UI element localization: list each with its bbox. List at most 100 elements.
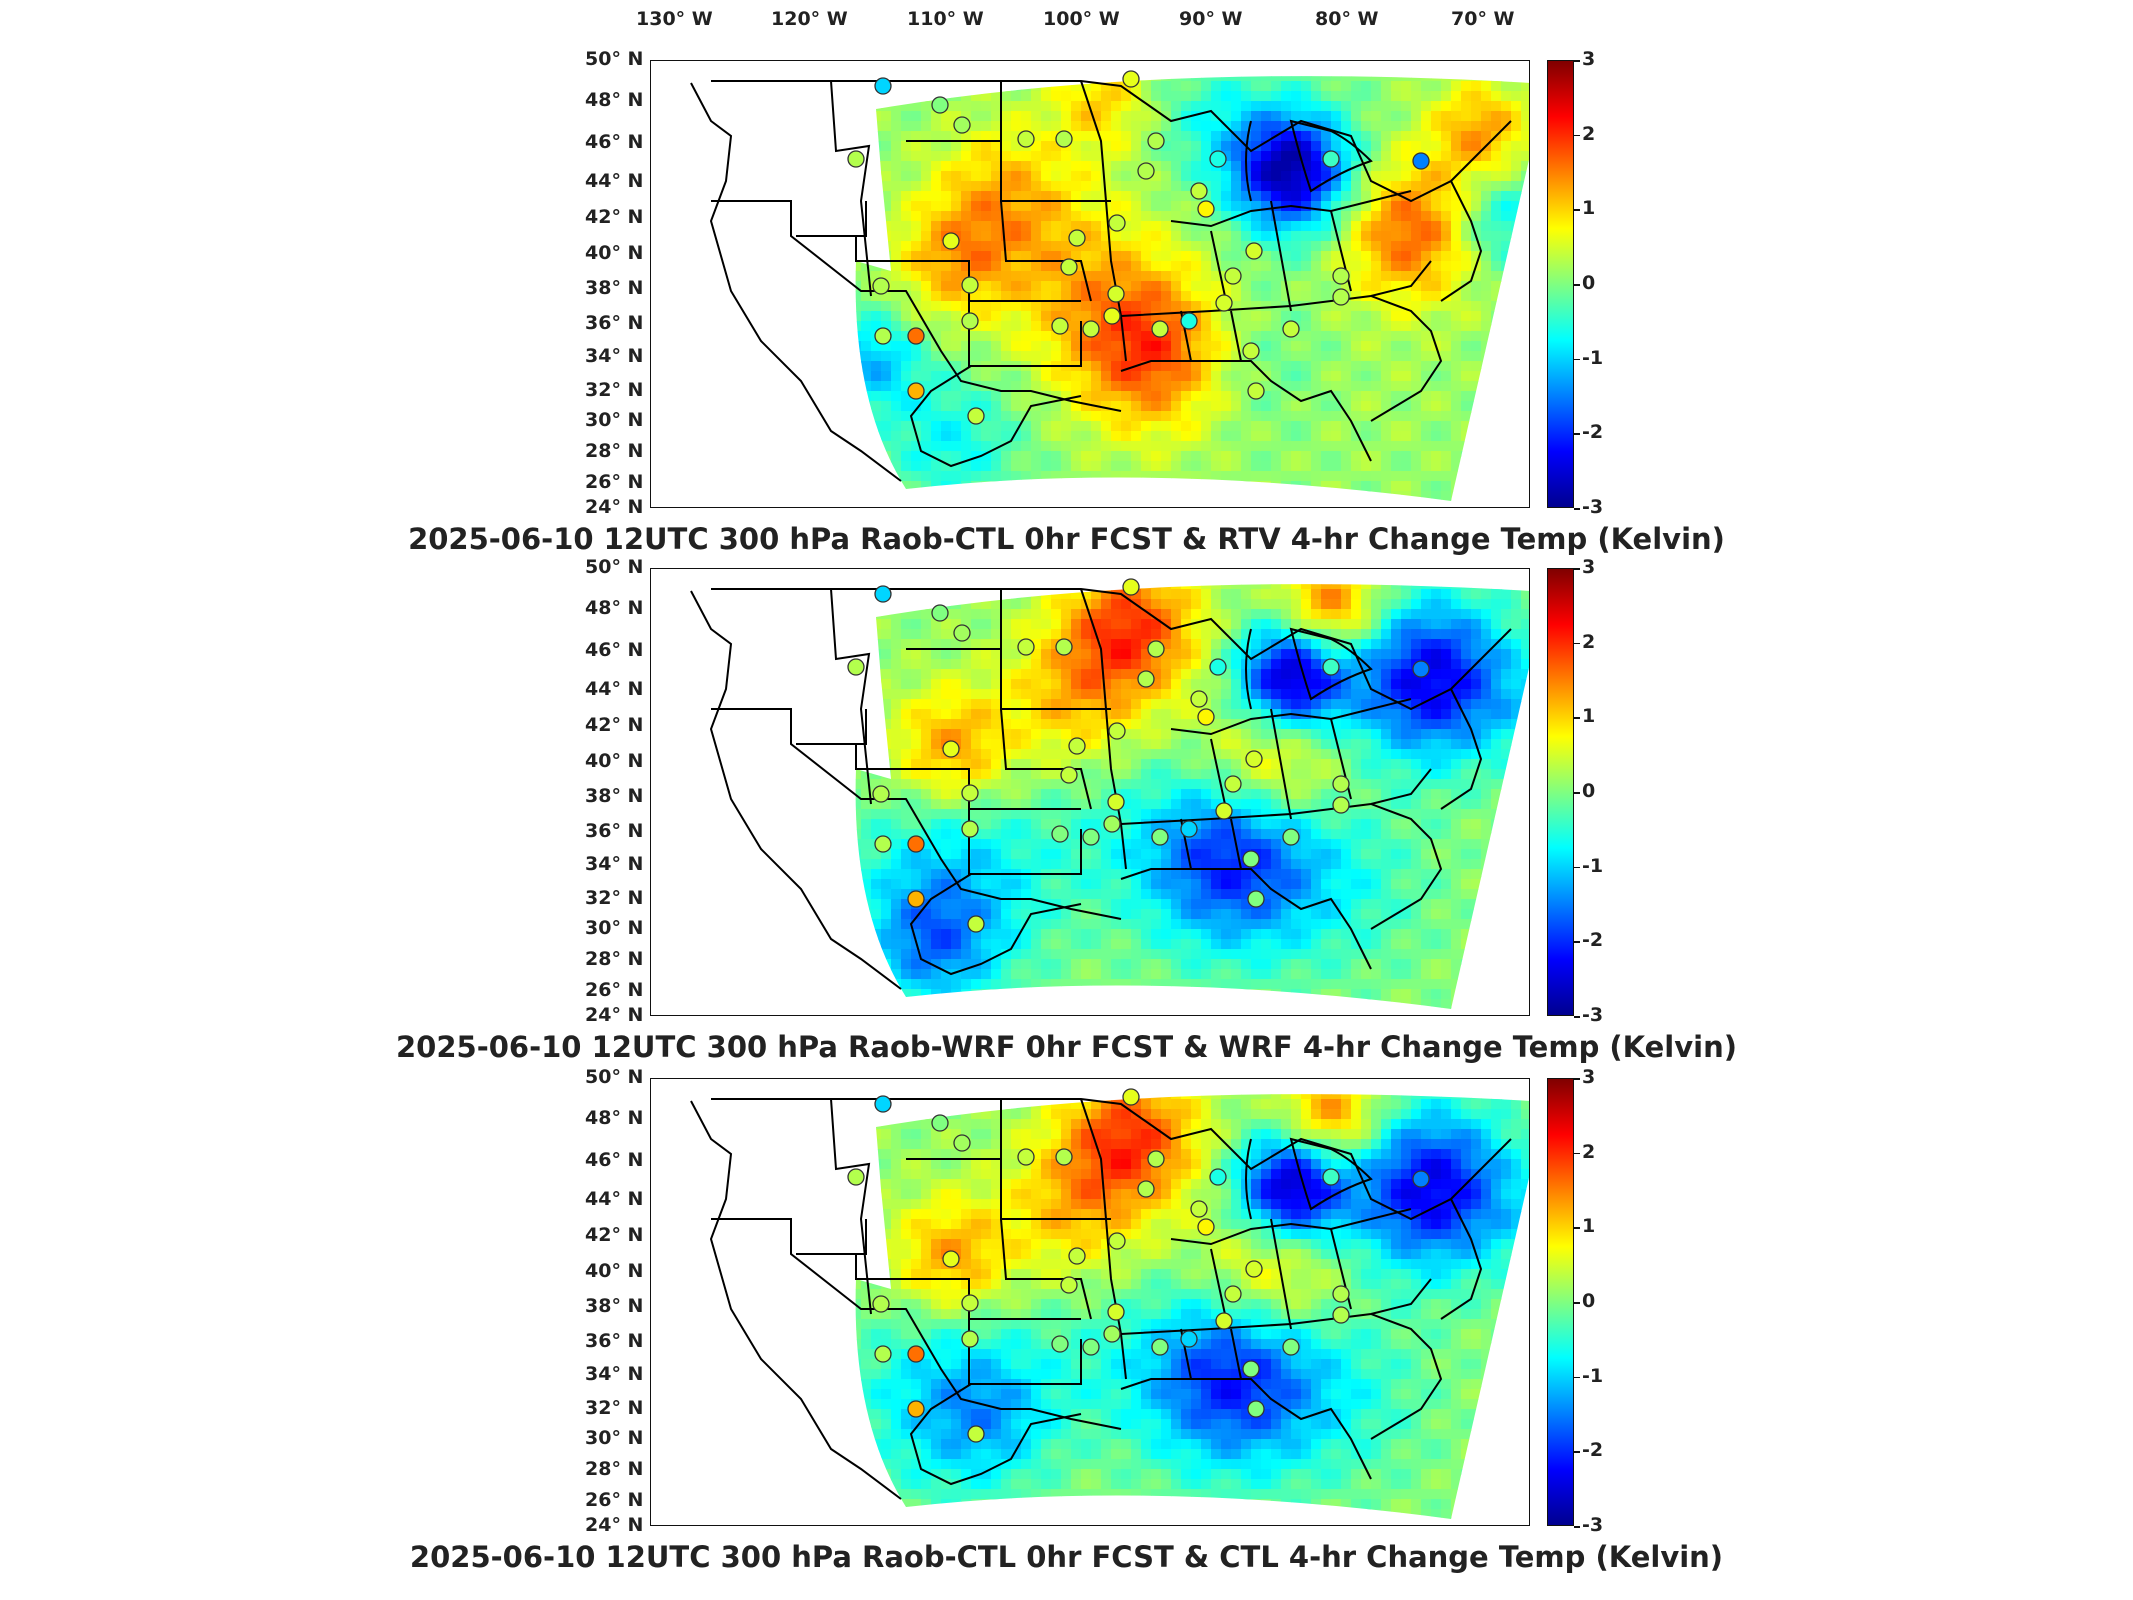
colorbar-tick-label: 1: [1582, 197, 1596, 220]
lat-tick-label: 42° N: [585, 205, 644, 228]
colorbar-tick-label: 0: [1582, 1290, 1596, 1312]
raob-station-marker: [1197, 1218, 1215, 1236]
state-border: [1170, 1208, 1412, 1246]
state-border: [796, 709, 867, 745]
raob-station-marker: [1209, 658, 1227, 676]
colorbar-tick-label: 3: [1582, 556, 1596, 578]
colorbar-tick-label: -3: [1582, 496, 1604, 518]
lat-tick-label: 24° N: [585, 1514, 644, 1536]
state-border: [1289, 1137, 1373, 1211]
state-border: [711, 708, 1122, 920]
raob-station-marker: [1332, 288, 1350, 306]
lat-tick-label: 28° N: [585, 440, 644, 463]
map-frame: [650, 568, 1530, 1016]
raob-station-marker: [942, 232, 960, 250]
coastline: [690, 82, 902, 482]
raob-station-marker: [1282, 828, 1300, 846]
lat-tick-label: 44° N: [585, 677, 644, 700]
lat-tick-label: 30° N: [585, 409, 644, 432]
lon-tick-label: 130° W: [636, 8, 713, 30]
raob-station-marker: [961, 276, 979, 294]
state-border: [796, 1219, 867, 1255]
panel-title: 2025-06-10 12UTC 300 hPa Raob-WRF 0hr FC…: [395, 1030, 1737, 1064]
state-border: [1120, 360, 1372, 462]
state-border: [1289, 627, 1373, 701]
state-border: [1440, 1198, 1483, 1320]
raob-station-marker: [1215, 802, 1233, 820]
lat-tick-label: 26° N: [585, 1488, 644, 1511]
raob-station-marker: [953, 624, 971, 642]
colorbar-tick: [1574, 866, 1580, 869]
state-border: [1120, 1378, 1372, 1480]
state-border: [1289, 119, 1373, 193]
colorbar-tick: [1574, 134, 1580, 137]
raob-station-marker: [1107, 793, 1125, 811]
state-border: [1170, 190, 1412, 228]
raob-station-marker: [872, 1295, 890, 1313]
raob-station-marker: [1060, 258, 1078, 276]
raob-station-marker: [942, 740, 960, 758]
raob-station-marker: [1209, 1168, 1227, 1186]
colorbar-tick-label: -3: [1582, 1004, 1604, 1026]
lat-tick-label: 34° N: [585, 345, 644, 368]
raob-station-marker: [1242, 342, 1260, 360]
lon-tick-label: 110° W: [907, 8, 984, 30]
raob-station-marker: [1224, 267, 1242, 285]
raob-station-marker: [874, 77, 892, 95]
raob-station-marker: [942, 1250, 960, 1268]
raob-station-marker: [1137, 670, 1155, 688]
colorbar-tick: [1574, 209, 1580, 211]
raob-station-marker: [1122, 578, 1140, 596]
colorbar-tick: [1574, 717, 1580, 719]
raob-station-marker: [1068, 737, 1086, 755]
panel-title: 2025-06-10 12UTC 300 hPa Raob-CTL 0hr FC…: [409, 1540, 1724, 1574]
lat-tick-label: 50° N: [585, 48, 644, 70]
lat-tick-label: 34° N: [585, 853, 644, 876]
lat-tick-label: 46° N: [585, 1149, 644, 1172]
raob-station-marker: [1215, 1312, 1233, 1330]
lat-tick-label: 38° N: [585, 785, 644, 808]
state-border: [1000, 200, 1092, 302]
state-border: [1120, 260, 1432, 317]
state-border: [909, 1383, 1082, 1486]
state-border: [855, 1254, 1081, 1320]
colorbar-tick-label: -3: [1582, 1514, 1604, 1536]
raob-station-marker: [1103, 815, 1121, 833]
raob-station-marker: [874, 1095, 892, 1113]
raob-station-marker: [1082, 828, 1100, 846]
colorbar-tick-label: 2: [1582, 1140, 1596, 1163]
lat-tick-label: 48° N: [585, 597, 644, 620]
lat-tick-label: 44° N: [585, 169, 644, 192]
state-border: [968, 1319, 1082, 1385]
raob-station-marker: [907, 1400, 925, 1418]
raob-station-marker: [1017, 1148, 1035, 1166]
raob-station-marker: [1332, 796, 1350, 814]
raob-station-marker: [1108, 214, 1126, 232]
raob-station-marker: [1107, 1303, 1125, 1321]
state-border: [1120, 768, 1432, 825]
state-border: [1180, 1218, 1352, 1380]
raob-station-marker: [847, 150, 865, 168]
colorbar-tick: [1574, 1376, 1580, 1379]
state-border: [1180, 200, 1352, 362]
raob-station-marker: [961, 820, 979, 838]
raob-station-marker: [967, 407, 985, 425]
raob-station-marker: [1332, 775, 1350, 793]
state-border: [906, 1158, 1111, 1220]
colorbar-tick: [1574, 508, 1580, 510]
colorbar-tick-label: 0: [1582, 272, 1596, 294]
raob-station-marker: [874, 327, 892, 345]
state-border: [968, 301, 1082, 367]
colorbar-tick: [1574, 568, 1580, 570]
raob-station-marker: [1190, 690, 1208, 708]
lat-tick-label: 36° N: [585, 312, 644, 335]
lat-tick-label: 26° N: [585, 470, 644, 493]
raob-station-marker: [1147, 640, 1165, 658]
state-border: [855, 236, 1081, 302]
lat-tick-label: 46° N: [585, 639, 644, 662]
colorbar-tick: [1574, 941, 1580, 943]
raob-station-marker: [1122, 70, 1140, 88]
raob-station-marker: [907, 327, 925, 345]
raob-station-marker: [1224, 775, 1242, 793]
lat-tick-label: 46° N: [585, 131, 644, 154]
